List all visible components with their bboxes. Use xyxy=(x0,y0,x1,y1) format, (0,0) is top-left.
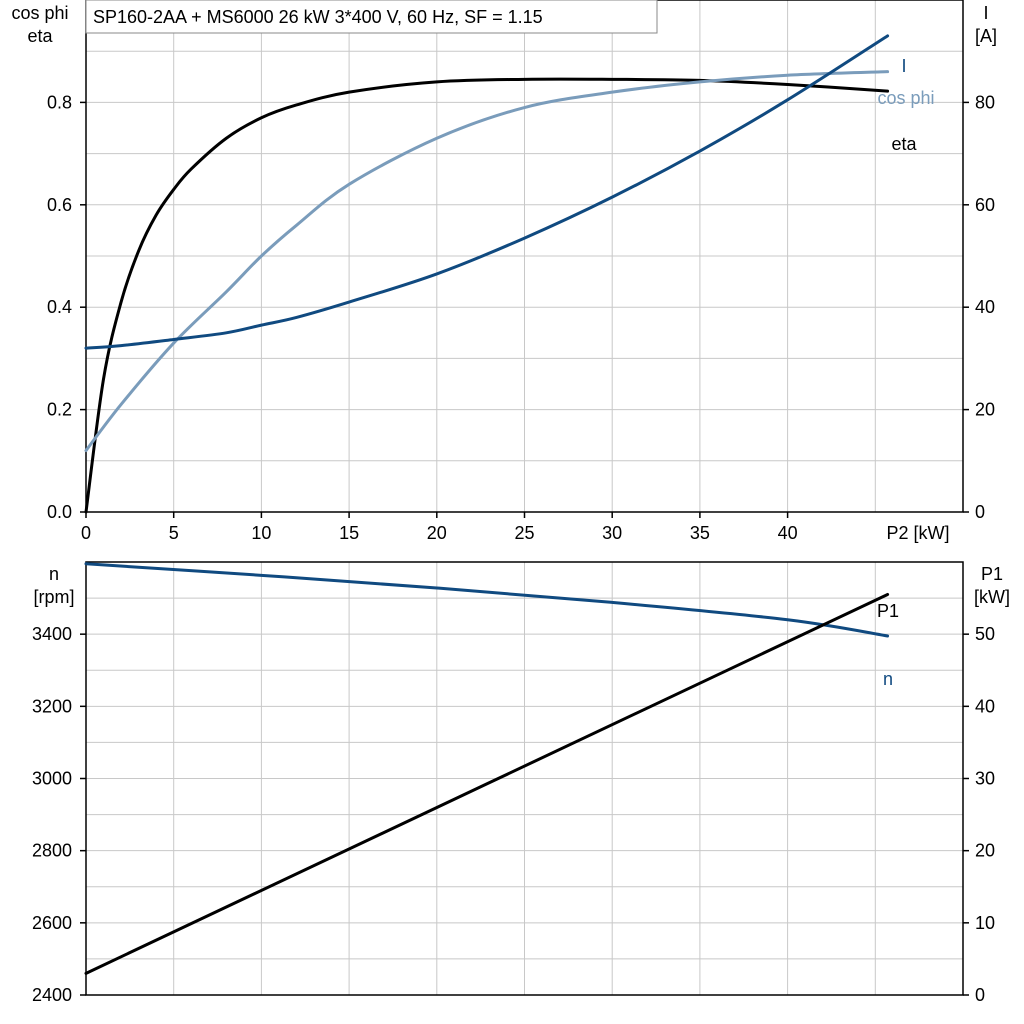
top-left-axis-label-2: eta xyxy=(27,26,53,46)
left-tick-label: 3400 xyxy=(32,624,72,644)
right-tick-label: 20 xyxy=(975,841,995,861)
left-tick-label: 2800 xyxy=(32,841,72,861)
left-tick-label: 2400 xyxy=(32,985,72,1005)
title-box xyxy=(85,0,658,34)
x-tick-label: 0 xyxy=(81,523,91,543)
right-tick-label: 20 xyxy=(975,400,995,420)
series-line-eta xyxy=(84,77,890,514)
series-label-eta: eta xyxy=(891,134,917,154)
series-label-P1: P1 xyxy=(877,601,899,621)
right-tick-label: 60 xyxy=(975,195,995,215)
right-tick-label: 40 xyxy=(975,297,995,317)
left-tick-label: 3200 xyxy=(32,696,72,716)
series-label-cos-phi: cos phi xyxy=(877,88,934,108)
series-label-n: n xyxy=(883,669,893,689)
chart-title: SP160-2AA + MS6000 26 kW 3*400 V, 60 Hz,… xyxy=(93,7,543,27)
left-tick-label: 0.4 xyxy=(47,297,72,317)
x-tick-label: 20 xyxy=(427,523,447,543)
x-tick-label: 30 xyxy=(602,523,622,543)
left-tick-label: 0.8 xyxy=(47,92,72,112)
left-tick-label: 3000 xyxy=(32,769,72,789)
x-axis-label: P2 [kW] xyxy=(886,523,949,543)
series-label-I: I xyxy=(901,56,906,76)
bottom-left-axis-label-1: n xyxy=(49,564,59,584)
x-tick-label: 35 xyxy=(690,523,710,543)
bottom-panel-ticks: 2400 2600 2800 3000 3200 3400 0 10 20 30 40 50 xyxy=(32,624,995,1005)
right-tick-label: 30 xyxy=(975,769,995,789)
right-tick-label: 80 xyxy=(975,92,995,112)
right-tick-label: 50 xyxy=(975,624,995,644)
top-right-axis-label-2: [A] xyxy=(975,26,997,46)
right-tick-label: 40 xyxy=(975,696,995,716)
series-line-p1 xyxy=(84,592,890,975)
x-tick-label: 40 xyxy=(778,523,798,543)
bottom-left-axis-label-2: [rpm] xyxy=(33,587,74,607)
left-tick-label: 2600 xyxy=(32,913,72,933)
x-tick-label: 15 xyxy=(339,523,359,543)
x-tick-label: 25 xyxy=(514,523,534,543)
right-tick-label: 0 xyxy=(975,502,985,522)
right-tick-label: 10 xyxy=(975,913,995,933)
x-tick-label: 5 xyxy=(169,523,179,543)
left-tick-label: 0.6 xyxy=(47,195,72,215)
right-tick-label: 0 xyxy=(975,985,985,1005)
top-right-axis-label-1: I xyxy=(983,3,988,23)
x-tick-label: 10 xyxy=(251,523,271,543)
top-left-axis-label-1: cos phi xyxy=(11,3,68,23)
bottom-panel-grid xyxy=(86,562,963,995)
top-panel-series xyxy=(84,34,890,514)
series-line-n xyxy=(84,562,890,638)
left-tick-label: 0.0 xyxy=(47,502,72,522)
top-panel-ticks: 0.0 0.2 0.4 0.6 0.8 0 20 40 60 80 0 5 10 15 20 25 30 35 40 xyxy=(47,92,995,543)
bottom-panel-series xyxy=(84,562,890,975)
left-tick-label: 0.2 xyxy=(47,400,72,420)
bottom-right-axis-label-1: P1 xyxy=(981,564,1003,584)
bottom-right-axis-label-2: [kW] xyxy=(974,587,1010,607)
series-line-i xyxy=(84,34,890,350)
